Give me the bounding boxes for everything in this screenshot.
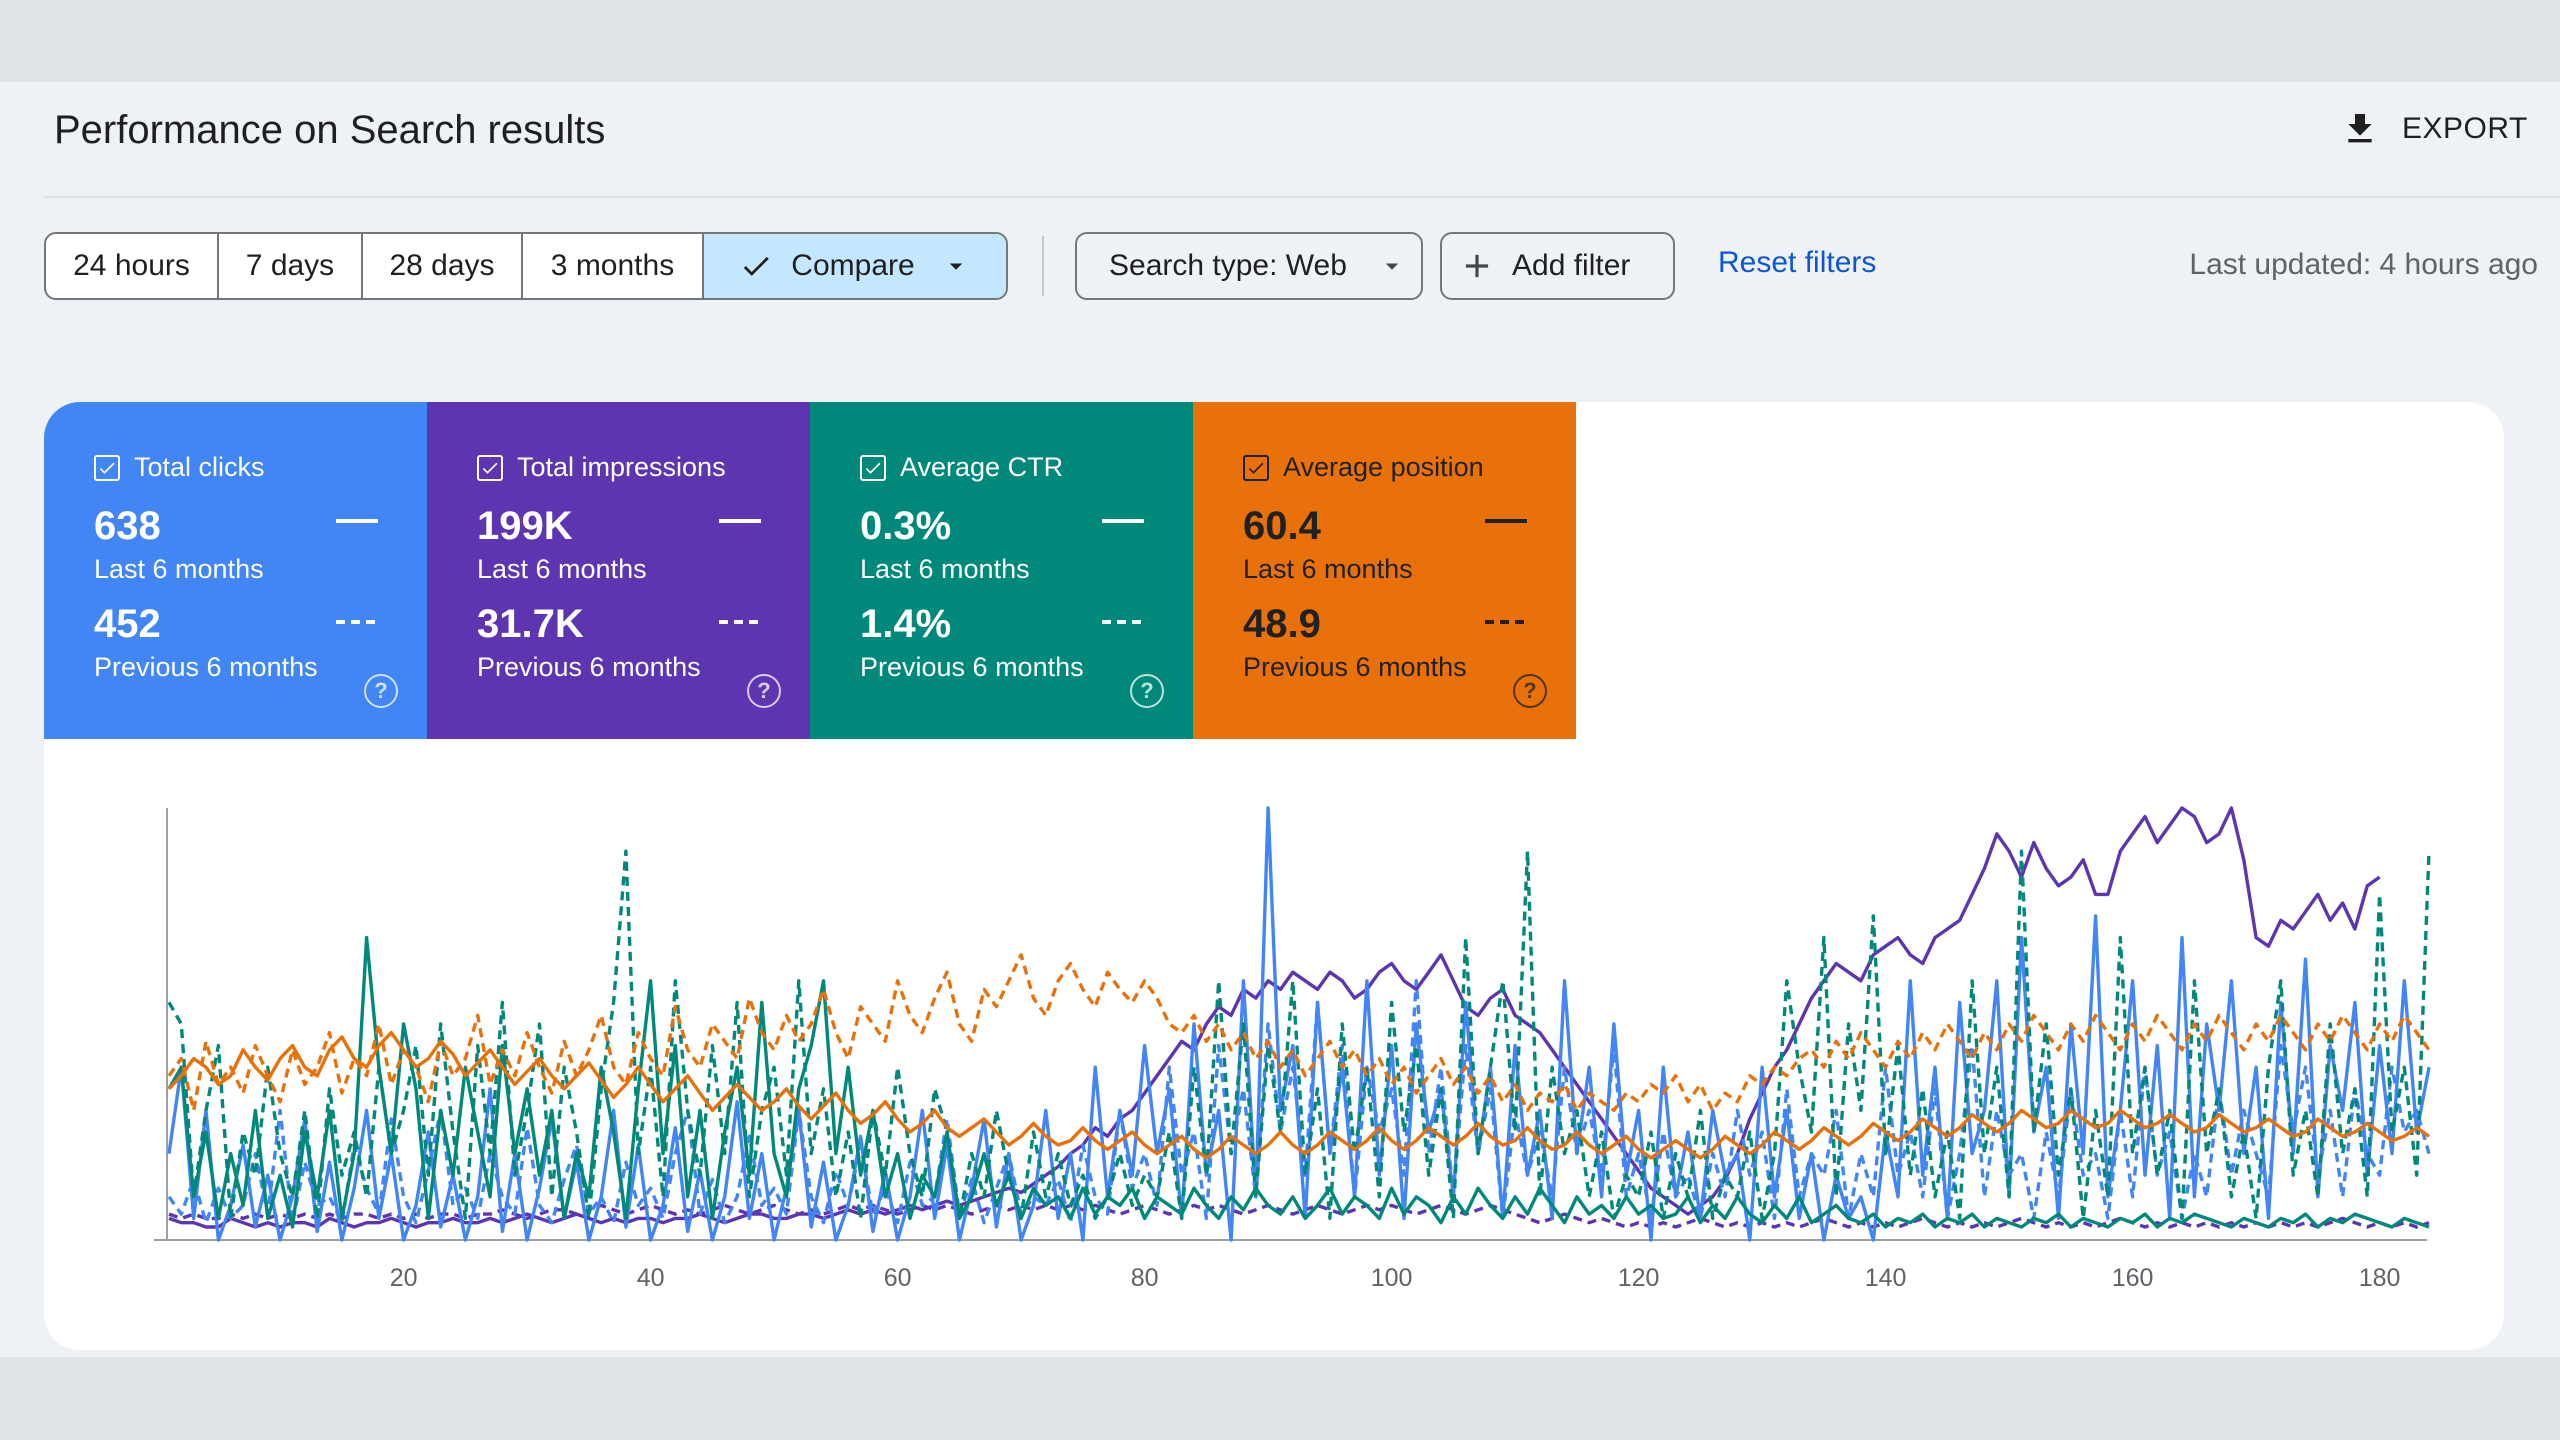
range-28-days[interactable]: 28 days bbox=[363, 234, 523, 298]
metric-card-average-position[interactable]: Average position 60.4 Last 6 months 48.9… bbox=[1193, 402, 1576, 739]
help-icon[interactable]: ? bbox=[747, 674, 781, 708]
caret-down-icon bbox=[949, 263, 962, 270]
metric-current-label: Last 6 months bbox=[1243, 554, 1413, 584]
check-icon bbox=[744, 256, 770, 276]
performance-card: Total clicks 638 Last 6 months 452 Previ… bbox=[44, 402, 2504, 1350]
dashed-line-legend-icon bbox=[1102, 620, 1144, 624]
solid-line-legend-icon bbox=[336, 519, 378, 523]
metric-current-value: 60.4 bbox=[1243, 504, 1321, 548]
checkbox-checked-icon[interactable] bbox=[1243, 454, 1269, 481]
page-title: Performance on Search results bbox=[54, 108, 606, 152]
metric-previous-label: Previous 6 months bbox=[94, 652, 318, 682]
last-updated-text: Last updated: 4 hours ago bbox=[2189, 248, 2538, 281]
metric-previous-value: 452 bbox=[94, 602, 161, 646]
add-filter-button[interactable]: Add filter bbox=[1440, 232, 1675, 300]
x-tick-label: 20 bbox=[390, 1264, 418, 1292]
compare-label: Compare bbox=[791, 249, 915, 282]
reset-filters-link[interactable]: Reset filters bbox=[1718, 246, 1877, 279]
dashed-line-legend-icon bbox=[1485, 620, 1527, 624]
plus-icon bbox=[1465, 254, 1489, 278]
metric-current-value: 199K bbox=[477, 504, 573, 548]
x-tick-label: 160 bbox=[2112, 1264, 2154, 1292]
series-line-4-current bbox=[167, 935, 2430, 1229]
solid-line-legend-icon bbox=[1102, 519, 1144, 523]
metric-header: Average CTR bbox=[860, 452, 1063, 483]
help-icon[interactable]: ? bbox=[1513, 674, 1547, 708]
x-tick-label: 180 bbox=[2359, 1264, 2401, 1292]
series-line-3-previous bbox=[167, 979, 2431, 1225]
metric-previous-value: 1.4% bbox=[860, 602, 952, 646]
series-line-5-previous bbox=[167, 849, 2431, 1221]
header-divider bbox=[44, 196, 2560, 198]
series-line-7-previous bbox=[167, 953, 2431, 1113]
series-line-2-current bbox=[167, 806, 2431, 1242]
metric-previous-label: Previous 6 months bbox=[860, 652, 1084, 682]
metric-current-value: 0.3% bbox=[860, 504, 952, 548]
add-filter-label: Add filter bbox=[1512, 249, 1631, 282]
solid-line-legend-icon bbox=[719, 519, 761, 523]
export-label: EXPORT bbox=[2402, 112, 2528, 145]
range-3-months[interactable]: 3 months bbox=[523, 234, 704, 298]
metric-header: Total impressions bbox=[477, 452, 726, 483]
checkbox-checked-icon[interactable] bbox=[94, 454, 120, 481]
metric-previous-label: Previous 6 months bbox=[1243, 652, 1467, 682]
metric-card-total-clicks[interactable]: Total clicks 638 Last 6 months 452 Previ… bbox=[44, 402, 427, 739]
x-tick-label: 80 bbox=[1131, 1264, 1159, 1292]
dashed-line-legend-icon bbox=[336, 620, 378, 624]
metric-card-total-impressions[interactable]: Total impressions 199K Last 6 months 31.… bbox=[427, 402, 810, 739]
metric-current-label: Last 6 months bbox=[860, 554, 1030, 584]
metric-title: Total clicks bbox=[134, 452, 265, 482]
metric-previous-value: 31.7K bbox=[477, 602, 584, 646]
range-7-days[interactable]: 7 days bbox=[219, 234, 363, 298]
solid-line-legend-icon bbox=[1485, 519, 1527, 523]
x-tick-label: 40 bbox=[637, 1264, 665, 1292]
x-tick-label: 100 bbox=[1371, 1264, 1413, 1292]
checkbox-checked-icon[interactable] bbox=[860, 454, 886, 481]
range-24-hours[interactable]: 24 hours bbox=[46, 234, 219, 298]
compare-dropdown[interactable]: Compare bbox=[704, 234, 1006, 298]
x-tick-label: 140 bbox=[1865, 1264, 1907, 1292]
x-tick-label: 120 bbox=[1618, 1264, 1660, 1292]
caret-down-icon bbox=[1385, 263, 1399, 270]
download-icon bbox=[2348, 114, 2372, 143]
help-icon[interactable]: ? bbox=[1130, 674, 1164, 708]
metric-current-label: Last 6 months bbox=[477, 554, 647, 584]
metric-current-label: Last 6 months bbox=[94, 554, 264, 584]
checkbox-checked-icon[interactable] bbox=[477, 454, 503, 481]
metric-title: Total impressions bbox=[517, 452, 726, 482]
toolbar-divider bbox=[1042, 236, 1044, 296]
x-tick-label: 60 bbox=[884, 1264, 912, 1292]
series-line-1-previous bbox=[168, 1203, 2430, 1229]
metric-title: Average position bbox=[1283, 452, 1484, 482]
export-button[interactable]: EXPORT bbox=[2340, 104, 2528, 154]
metric-header: Total clicks bbox=[94, 452, 265, 483]
date-range-selector: 24 hours 7 days 28 days 3 months Compare bbox=[44, 232, 1008, 300]
metric-header: Average position bbox=[1243, 452, 1484, 483]
metric-current-value: 638 bbox=[94, 504, 161, 548]
search-type-label: Search type: Web bbox=[1109, 249, 1347, 282]
help-icon[interactable]: ? bbox=[364, 674, 398, 708]
metric-title: Average CTR bbox=[900, 452, 1064, 482]
metric-card-average-ctr[interactable]: Average CTR 0.3% Last 6 months 1.4% Prev… bbox=[810, 402, 1193, 739]
performance-line-chart[interactable]: 20 40 60 80 100 120 140 160 180 bbox=[44, 802, 2504, 1350]
series-line-6-current bbox=[167, 1030, 2430, 1160]
dashed-line-legend-icon bbox=[719, 620, 761, 624]
search-type-dropdown[interactable]: Search type: Web bbox=[1075, 232, 1423, 300]
metric-previous-value: 48.9 bbox=[1243, 602, 1321, 646]
metric-previous-label: Previous 6 months bbox=[477, 652, 701, 682]
